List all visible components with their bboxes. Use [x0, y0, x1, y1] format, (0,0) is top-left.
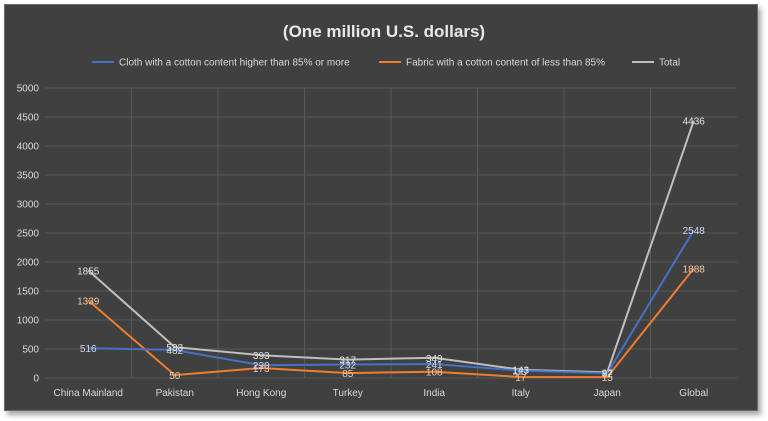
data-label: 85	[342, 369, 354, 380]
x-tick-label: Global	[679, 388, 708, 399]
x-tick-label: Turkey	[333, 388, 363, 399]
line-chart: (One million U.S. dollars) Cloth with a …	[17, 22, 737, 399]
y-tick-label: 1000	[17, 316, 40, 327]
data-label: 82	[602, 369, 614, 380]
data-labels: 516 482 220 232 241 127 82 2548 1339 50 173 85 108 17…	[77, 117, 705, 384]
legend-label: Total	[659, 58, 680, 69]
data-label: 393	[253, 351, 270, 362]
legend: Cloth with a cotton content higher than …	[92, 58, 680, 69]
x-tick-label: Hong Kong	[236, 388, 286, 399]
gridlines	[45, 87, 737, 379]
y-tick-label: 4500	[17, 113, 40, 124]
data-label: 4436	[683, 117, 706, 128]
data-label: 143	[512, 366, 529, 377]
x-axis: China Mainland Pakistan Hong Kong Turkey Ind…	[54, 388, 709, 399]
data-label: 1888	[683, 264, 706, 275]
data-label: 15	[602, 373, 614, 384]
y-tick-label: 2000	[17, 258, 40, 269]
x-tick-label: China Mainland	[54, 388, 124, 399]
y-tick-label: 500	[22, 345, 39, 356]
y-tick-label: 1500	[17, 287, 40, 298]
data-label: 232	[339, 361, 356, 372]
data-label: 482	[166, 346, 183, 357]
data-label: 17	[515, 373, 527, 384]
data-label: 516	[80, 344, 97, 355]
x-tick-label: Japan	[594, 388, 621, 399]
legend-label: Fabric with a cotton content of less tha…	[406, 58, 605, 69]
series-line	[87, 267, 695, 379]
data-label: 1855	[77, 266, 100, 277]
x-tick-label: Italy	[512, 388, 530, 399]
data-label: 349	[426, 354, 443, 365]
data-label: 317	[339, 356, 356, 367]
data-label: 2548	[683, 226, 706, 237]
series-line	[88, 229, 695, 375]
y-tick-label: 4000	[17, 142, 40, 153]
data-label: 97	[602, 368, 614, 379]
x-tick-label: India	[423, 388, 445, 399]
y-tick-label: 0	[33, 374, 39, 385]
data-label: 241	[426, 360, 443, 371]
data-label: 108	[426, 368, 443, 379]
data-label: 127	[512, 367, 529, 378]
chart-frame: (One million U.S. dollars) Cloth with a …	[4, 4, 758, 411]
chart-title: (One million U.S. dollars)	[283, 22, 485, 41]
data-label: 173	[253, 364, 270, 375]
data-label: 220	[253, 361, 270, 372]
data-label: 533	[166, 343, 183, 354]
y-tick-label: 5000	[17, 84, 40, 95]
data-label: 50	[169, 371, 181, 382]
data-label: 1339	[77, 296, 100, 307]
y-axis: 0 500 1000 1500 2000 2500 3000 3500 4000 4500 5000	[17, 84, 40, 385]
y-tick-label: 3500	[17, 171, 40, 182]
y-tick-label: 3000	[17, 200, 40, 211]
legend-label: Cloth with a cotton content higher than …	[119, 58, 350, 69]
y-tick-label: 2500	[17, 229, 40, 240]
x-tick-label: Pakistan	[156, 388, 194, 399]
series-lines	[87, 120, 695, 379]
